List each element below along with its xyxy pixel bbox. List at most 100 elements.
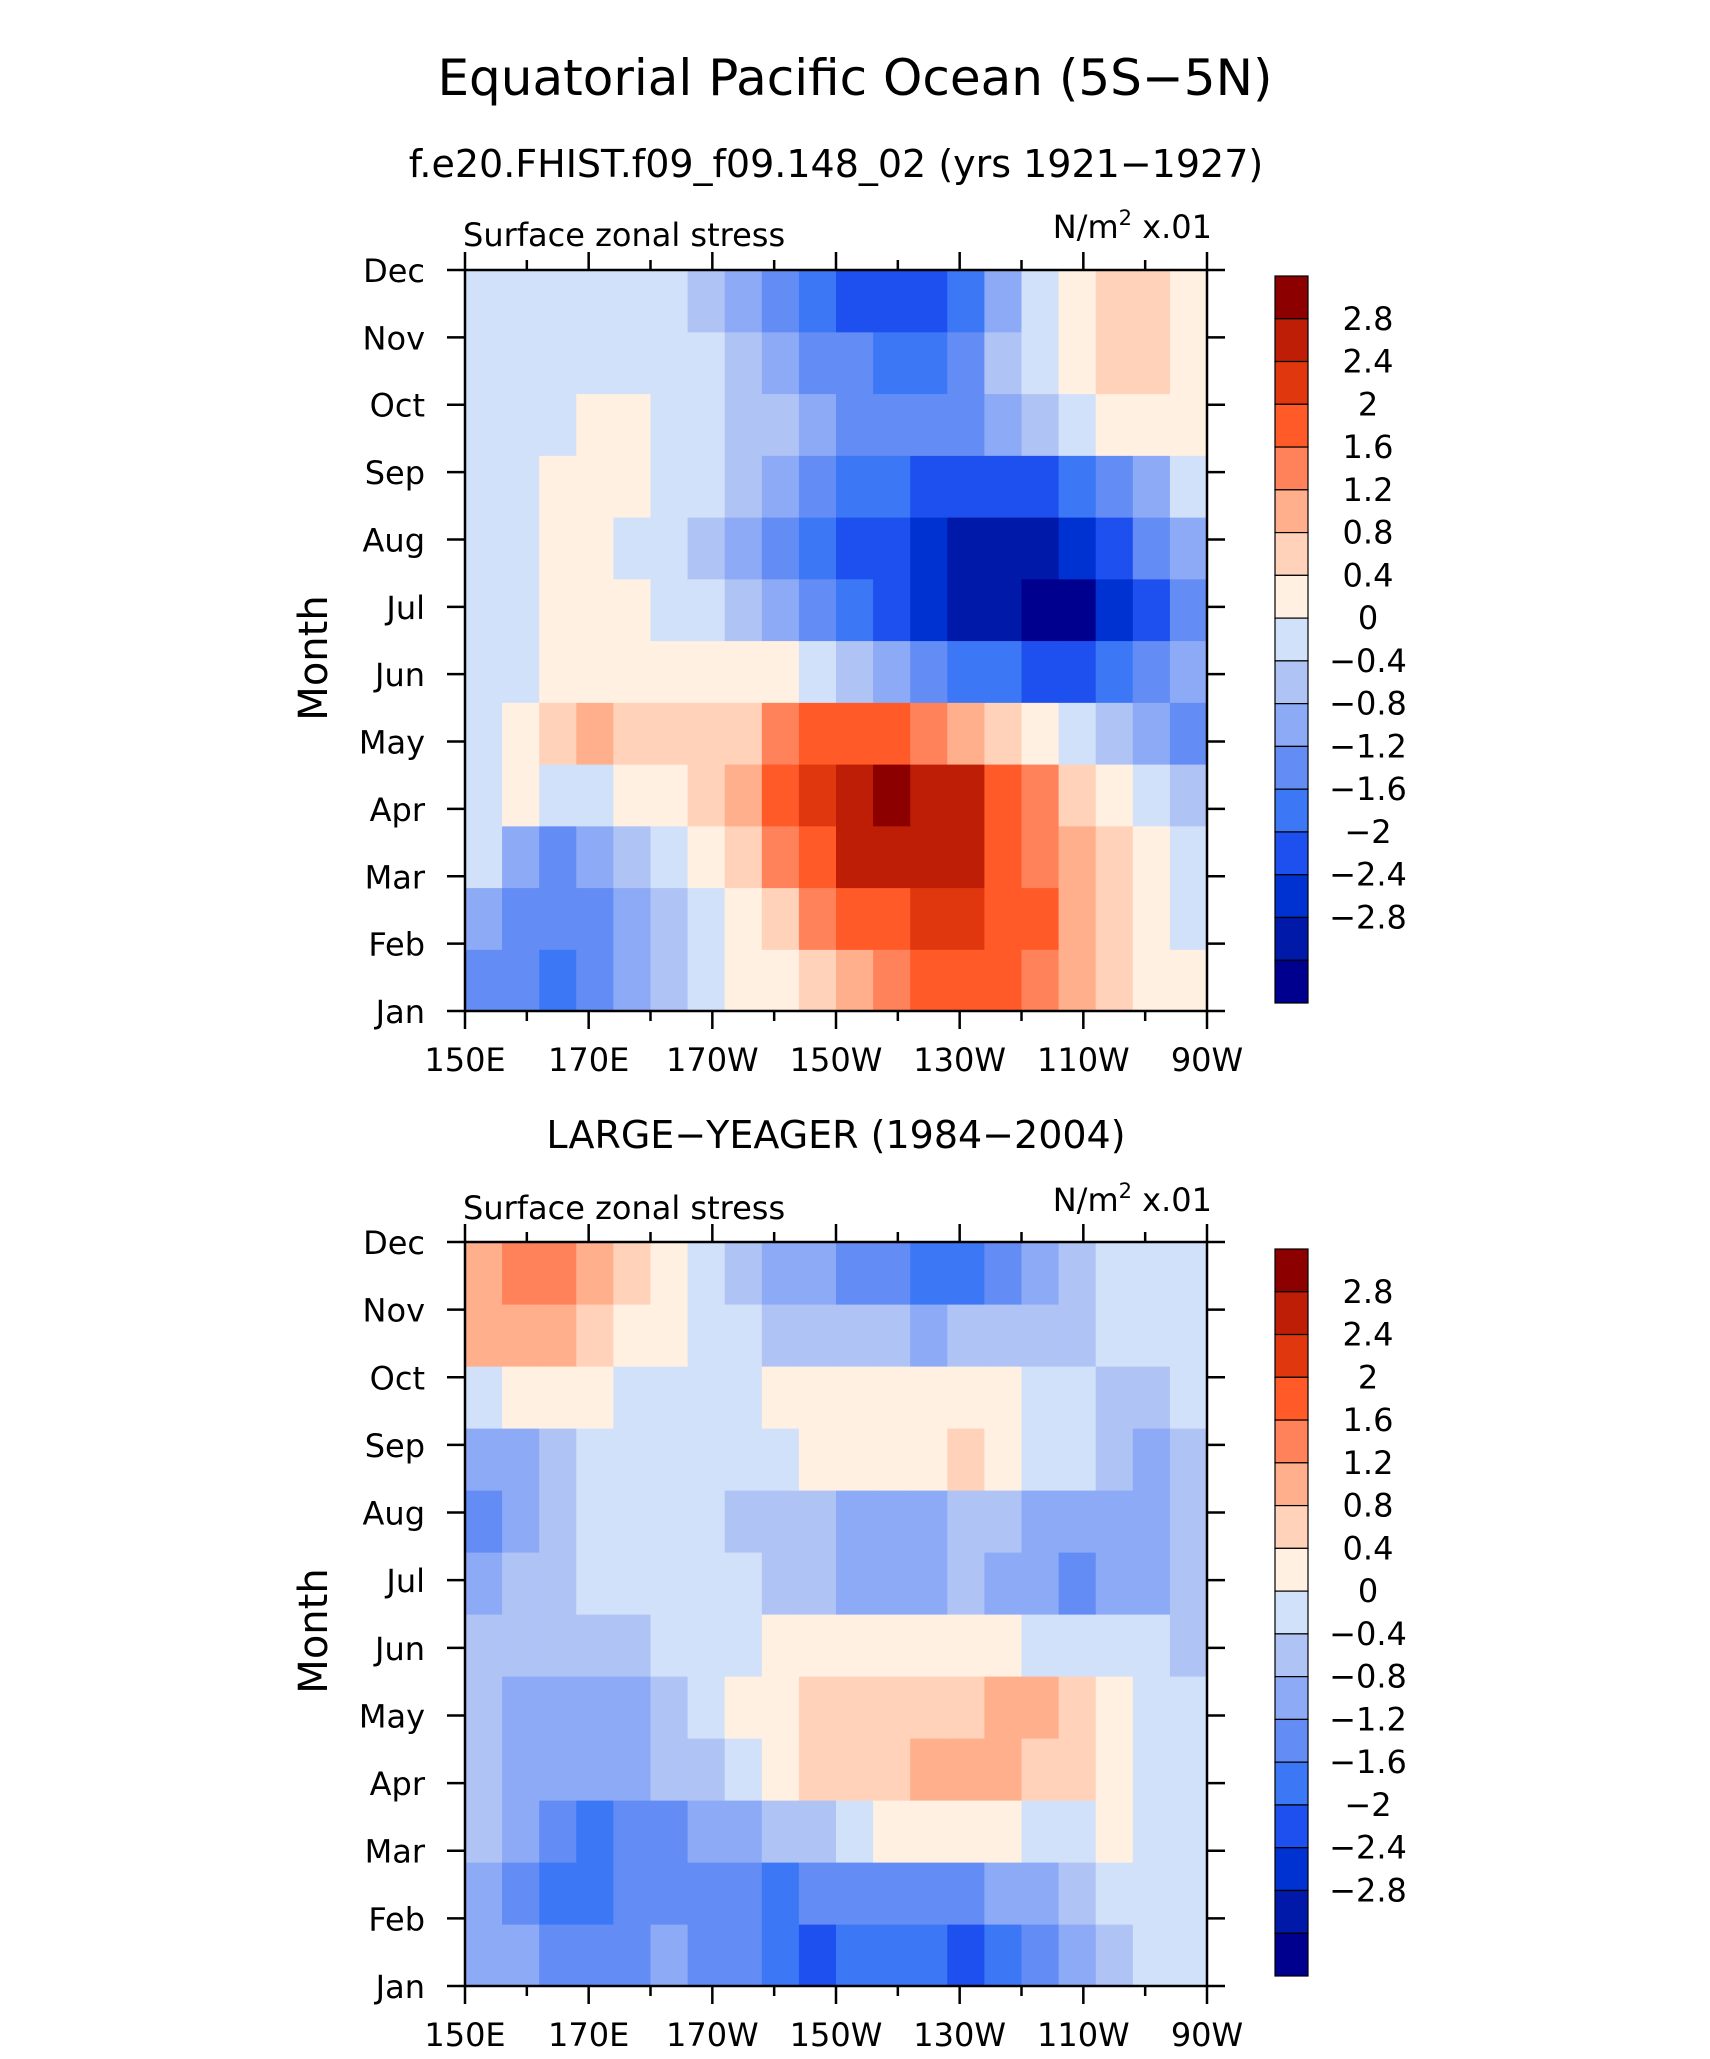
heatmap-plot-area <box>465 270 1208 1012</box>
heatmap-cell <box>465 1676 503 1739</box>
heatmap-cell <box>465 270 503 333</box>
heatmap-cell <box>836 270 874 333</box>
heatmap-cell <box>873 825 911 889</box>
heatmap-cell <box>1021 331 1060 395</box>
heatmap-cell <box>576 517 614 580</box>
heatmap-cell <box>873 270 911 333</box>
x-tick-label: 110W <box>1037 1041 1130 1079</box>
x-tick-label: 170W <box>666 2016 759 2054</box>
heatmap-cell <box>1095 1428 1134 1491</box>
heatmap-cell <box>798 393 837 456</box>
heatmap-cell <box>761 825 800 889</box>
heatmap-cell <box>984 1614 1023 1677</box>
heatmap-cell <box>1058 1676 1097 1739</box>
heatmap-cell <box>798 1428 837 1491</box>
heatmap-cell <box>836 1676 874 1739</box>
heatmap-cell <box>650 331 689 395</box>
heatmap-cell <box>761 1800 800 1863</box>
heatmap-cell <box>947 578 985 642</box>
colorbar-swatch <box>1274 446 1309 491</box>
heatmap-cell <box>576 1614 614 1677</box>
heatmap-cell <box>502 1428 540 1491</box>
colorbar-label: 0 <box>1358 599 1378 637</box>
heatmap-cell <box>1095 1862 1134 1925</box>
heatmap-cell <box>836 517 874 580</box>
heatmap-cell <box>910 887 948 950</box>
heatmap-cell <box>873 702 911 765</box>
heatmap-cell <box>539 578 577 642</box>
plot-axes: Jan Feb Mar Apr May Jun Jul Aug Sep Oct Nov Dec 150E… <box>359 252 1243 1079</box>
heatmap-cell <box>539 1490 577 1553</box>
heatmap-cell <box>613 764 652 827</box>
colorbar-swatch <box>1274 1248 1309 1293</box>
heatmap-cell <box>687 1490 726 1553</box>
heatmap-cell <box>1132 1738 1171 1801</box>
heatmap-cell <box>761 1738 800 1801</box>
heatmap-cell <box>539 393 577 456</box>
heatmap-cell <box>687 1862 726 1925</box>
heatmap-cell <box>539 1242 577 1305</box>
heatmap-cell <box>1058 331 1097 395</box>
heatmap-cell <box>465 887 503 950</box>
heatmap-cell <box>910 1924 948 1987</box>
heatmap-cell <box>1095 578 1134 642</box>
x-tick-label: 130W <box>913 2016 1006 2054</box>
heatmap-cell <box>1021 1924 1060 1987</box>
colorbar-label: −2.4 <box>1329 1829 1407 1867</box>
heatmap-cell <box>1169 887 1208 950</box>
heatmap-cell <box>984 1676 1023 1739</box>
heatmap-cell <box>1021 825 1060 889</box>
heatmap-cell <box>1021 517 1060 580</box>
heatmap-cell <box>1169 1242 1208 1305</box>
heatmap-cell <box>724 393 763 456</box>
colorbar-swatch <box>1274 1504 1309 1549</box>
heatmap-cell <box>724 1366 763 1429</box>
colorbar-label: 0.4 <box>1343 1529 1394 1567</box>
heatmap-cell <box>761 1490 800 1553</box>
heatmap-cell <box>539 455 577 518</box>
y-tick-label: Mar <box>365 1833 426 1871</box>
heatmap-cell <box>873 393 911 456</box>
heatmap-cell <box>910 1614 948 1677</box>
heatmap-cell <box>873 764 911 827</box>
heatmap-cell <box>947 640 985 703</box>
colorbar-label: 0.4 <box>1343 556 1394 594</box>
heatmap-cell <box>910 1862 948 1925</box>
heatmap-cell <box>613 1614 652 1677</box>
heatmap-cell <box>910 1738 948 1801</box>
heatmap-cell <box>724 764 763 827</box>
heatmap-cell <box>836 1862 874 1925</box>
heatmap-cell <box>687 393 726 456</box>
heatmap-cell <box>724 1304 763 1367</box>
heatmap-cell <box>798 702 837 765</box>
heatmap-cell <box>1058 1490 1097 1553</box>
heatmap-cell <box>539 764 577 827</box>
heatmap-cell <box>539 270 577 333</box>
heatmap-cell <box>1095 1676 1134 1739</box>
heatmap-cell <box>502 270 540 333</box>
x-tick-label: 170E <box>548 1041 629 1079</box>
colorbar-label: −1.2 <box>1329 727 1407 765</box>
colorbar-label: 0 <box>1358 1572 1378 1610</box>
heatmap-cell <box>1021 949 1060 1012</box>
heatmap-cell <box>910 1428 948 1491</box>
heatmap-cell <box>576 393 614 456</box>
heatmap-cell <box>947 1304 985 1367</box>
y-tick-label: Apr <box>370 1765 426 1803</box>
heatmap-cell <box>650 455 689 518</box>
heatmap-cell <box>1058 1738 1097 1801</box>
heatmap-cell <box>873 1738 911 1801</box>
colorbar-label: 0.8 <box>1343 514 1394 552</box>
heatmap-cell <box>1132 1366 1171 1429</box>
heatmap-cell <box>539 1738 577 1801</box>
y-tick-label: May <box>359 1697 425 1735</box>
colorbar-label: −2 <box>1344 813 1391 851</box>
colorbar-label: −2 <box>1344 1786 1391 1824</box>
heatmap-cell <box>947 1242 985 1305</box>
heatmap-cell <box>650 1924 689 1987</box>
figure-title: Equatorial Pacific Ocean (5S−5N) <box>437 49 1272 107</box>
heatmap-cell <box>910 702 948 765</box>
colorbar-swatch <box>1274 1932 1309 1977</box>
heatmap-cell <box>724 578 763 642</box>
heatmap-cell <box>910 455 948 518</box>
